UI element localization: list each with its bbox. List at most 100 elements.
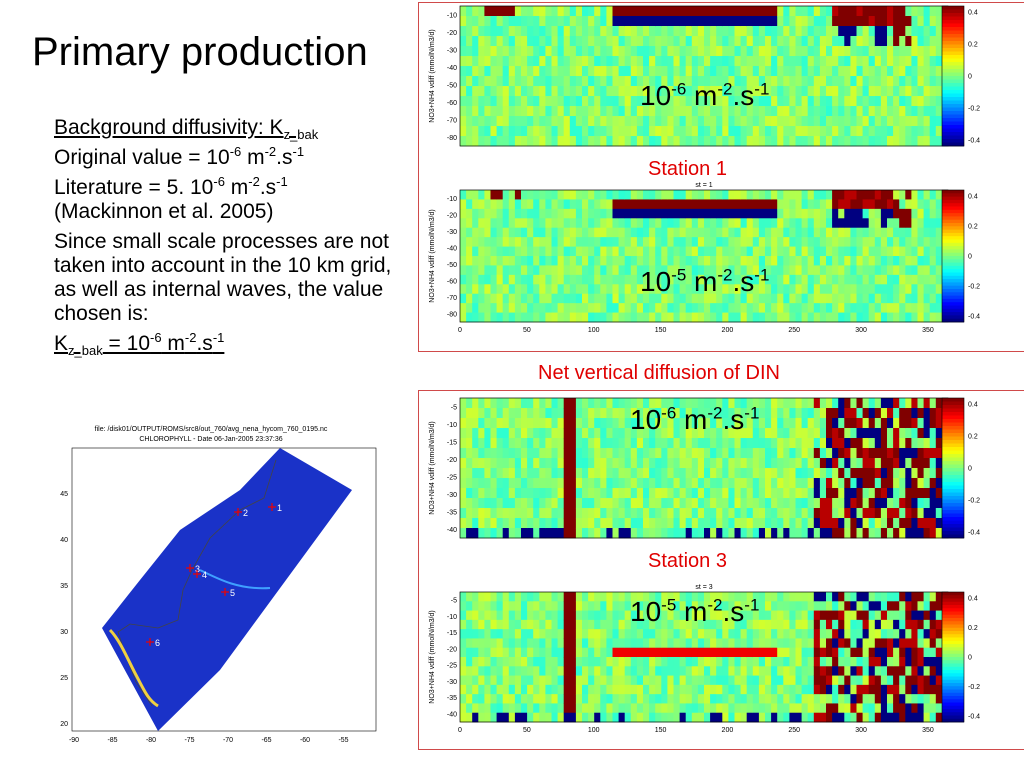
heatmap-cell bbox=[880, 703, 888, 714]
station1-frame bbox=[418, 2, 1024, 352]
heatmap-cell bbox=[795, 458, 802, 469]
heatmap-cell bbox=[838, 448, 845, 459]
heatmap-cell bbox=[826, 703, 833, 714]
heatmap-cell bbox=[795, 666, 802, 676]
heatmap-cell bbox=[704, 592, 711, 602]
heatmap-cell bbox=[508, 619, 516, 630]
heatmap-cell bbox=[588, 136, 595, 147]
heatmap-cell bbox=[618, 666, 626, 676]
heatmap-cell bbox=[673, 190, 680, 200]
heatmap-cell bbox=[685, 190, 693, 200]
heatmap-cell bbox=[557, 26, 565, 37]
heatmap-cell bbox=[856, 408, 863, 419]
heatmap-cell bbox=[496, 666, 504, 676]
heatmap-cell bbox=[923, 303, 931, 313]
heatmap-cell bbox=[484, 619, 491, 630]
heatmap-cell bbox=[545, 190, 552, 200]
heatmap-cell bbox=[777, 116, 784, 127]
heatmap-cell bbox=[606, 265, 613, 276]
heatmap-cell bbox=[716, 284, 723, 295]
heatmap-cell bbox=[527, 56, 534, 67]
heatmap-cell bbox=[783, 265, 790, 276]
heatmap-cell bbox=[929, 478, 937, 489]
heatmap-cell bbox=[478, 478, 485, 489]
heatmap-cell bbox=[691, 675, 699, 686]
heatmap-cell bbox=[752, 227, 760, 238]
heatmap-cell bbox=[752, 478, 760, 489]
heatmap-cell bbox=[813, 488, 821, 499]
heatmap-cell bbox=[935, 518, 943, 529]
heatmap-cell bbox=[862, 86, 870, 97]
heatmap-cell bbox=[624, 116, 632, 127]
heatmap-cell bbox=[740, 274, 748, 285]
heatmap-cell bbox=[765, 684, 772, 695]
heatmap-cell bbox=[716, 16, 723, 27]
heatmap-cell bbox=[905, 46, 912, 57]
heatmap-cell bbox=[789, 218, 796, 229]
heatmap-cell bbox=[929, 638, 937, 649]
y-axis-label: NO3+NH4 vdiff (mmolN/m3/d) bbox=[429, 610, 436, 703]
heatmap-cell bbox=[929, 46, 937, 57]
heatmap-cell bbox=[685, 408, 693, 419]
heatmap-cell bbox=[838, 428, 845, 439]
heatmap-cell bbox=[545, 684, 552, 695]
heatmap-cell bbox=[777, 619, 784, 630]
heatmap-cell bbox=[466, 36, 473, 47]
heatmap-cell bbox=[496, 478, 504, 489]
heatmap-cell bbox=[624, 190, 632, 200]
heatmap-cell bbox=[734, 126, 741, 137]
heatmap-cell bbox=[490, 712, 497, 723]
heatmap-cell bbox=[588, 458, 595, 469]
heatmap-cell bbox=[777, 237, 784, 247]
heatmap-cell bbox=[801, 106, 809, 117]
heatmap-cell bbox=[636, 116, 644, 127]
heatmap-cell bbox=[935, 16, 943, 27]
heatmap-cell bbox=[771, 703, 778, 714]
heatmap-cell bbox=[874, 518, 882, 529]
y-tick-label: -80 bbox=[447, 311, 457, 318]
heatmap-cell bbox=[874, 312, 882, 323]
heatmap-cell bbox=[490, 312, 497, 323]
heatmap-cell bbox=[752, 398, 760, 409]
heatmap-cell bbox=[460, 468, 467, 479]
heatmap-cell bbox=[697, 610, 705, 621]
heatmap-cell bbox=[777, 46, 784, 57]
heatmap-cell bbox=[862, 208, 870, 219]
heatmap-cell bbox=[557, 136, 565, 147]
heatmap-cell bbox=[935, 418, 943, 429]
heatmap-cell bbox=[533, 16, 540, 27]
heatmap-cell bbox=[716, 96, 723, 107]
heatmap-cell bbox=[545, 16, 552, 27]
heatmap-cell bbox=[472, 488, 479, 499]
heatmap-cell bbox=[771, 647, 778, 658]
heatmap-cell bbox=[838, 647, 845, 658]
heatmap-cell bbox=[466, 666, 473, 676]
heatmap-cell bbox=[563, 16, 571, 27]
heatmap-cell bbox=[697, 76, 705, 87]
heatmap-cell bbox=[874, 284, 882, 295]
heatmap-cell bbox=[923, 116, 931, 127]
heatmap-cell bbox=[789, 237, 796, 247]
colorbar-swatch bbox=[942, 72, 964, 77]
heatmap-cell bbox=[563, 126, 571, 137]
heatmap-cell bbox=[710, 694, 717, 704]
heatmap-cell bbox=[502, 418, 510, 429]
heatmap-cell bbox=[691, 418, 699, 429]
heatmap-cell bbox=[624, 712, 632, 723]
heatmap-cell bbox=[856, 666, 863, 676]
heatmap-cell bbox=[691, 56, 699, 67]
heatmap-cell bbox=[582, 227, 589, 238]
heatmap-cell bbox=[752, 208, 760, 219]
heatmap-cell bbox=[734, 418, 741, 429]
heatmap-cell bbox=[801, 638, 809, 649]
heatmap-cell bbox=[850, 46, 857, 57]
heatmap-cell bbox=[685, 629, 693, 639]
heatmap-cell bbox=[606, 256, 613, 266]
colorbar-swatch bbox=[942, 485, 964, 490]
heatmap-cell bbox=[734, 76, 741, 87]
heatmap-cell bbox=[472, 6, 479, 17]
heatmap-cell bbox=[734, 96, 741, 107]
heatmap-cell bbox=[923, 675, 931, 686]
heatmap-cell bbox=[856, 46, 863, 57]
heatmap-cell bbox=[661, 116, 668, 127]
